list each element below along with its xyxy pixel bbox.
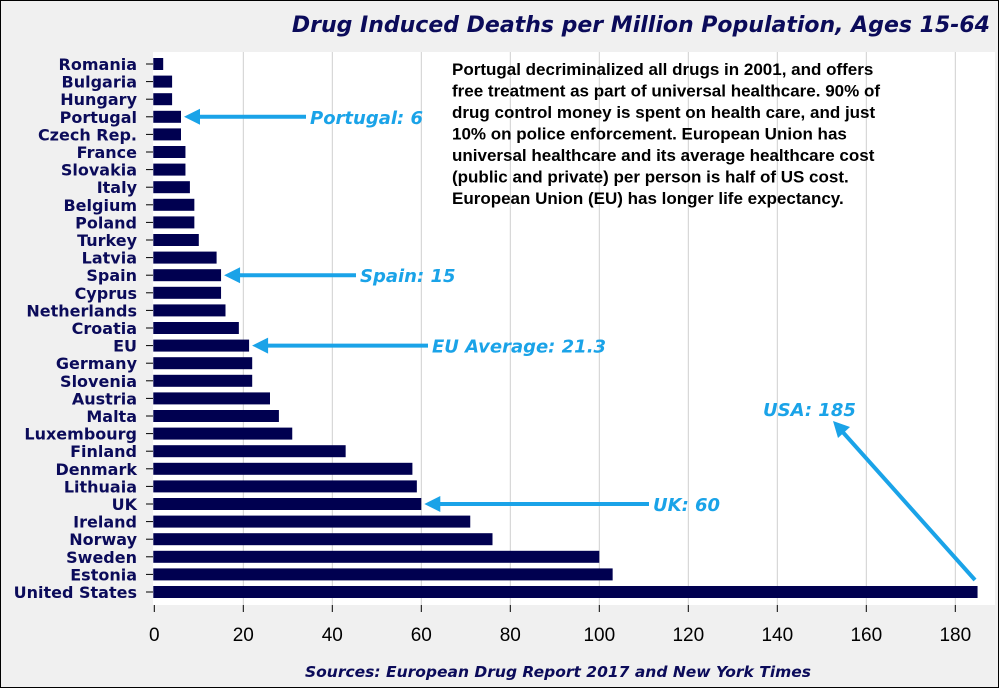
plot-area <box>153 52 995 605</box>
callout-label: USA: 185 <box>763 400 856 421</box>
category-label: Slovenia <box>60 372 137 391</box>
category-label: Norway <box>69 530 137 549</box>
category-label: Belgium <box>63 196 137 215</box>
x-tick-label: 60 <box>411 625 432 646</box>
x-tick-label: 80 <box>500 625 521 646</box>
callout-arrow-head <box>252 337 269 354</box>
annotation-note-line: drug control money is spent on health ca… <box>452 103 876 122</box>
category-label: Lithuaia <box>64 477 137 496</box>
bar <box>153 251 217 264</box>
category-label: Hungary <box>60 90 137 109</box>
bar <box>153 339 250 352</box>
category-label: Luxembourg <box>24 425 137 444</box>
category-label: Slovakia <box>61 161 137 180</box>
x-tick-label: 100 <box>583 625 615 646</box>
bar <box>153 110 181 123</box>
chart-title: Drug Induced Deaths per Million Populati… <box>292 13 990 38</box>
callout-arrow-head <box>424 496 441 512</box>
callout-label: EU Average: 21.3 <box>432 337 606 358</box>
bar <box>153 163 186 176</box>
bar <box>153 286 222 299</box>
bar <box>153 480 417 493</box>
bar <box>153 234 199 246</box>
bar <box>153 58 164 70</box>
callout-arrow-head <box>184 108 200 125</box>
category-label: EU <box>113 337 137 356</box>
bar <box>153 445 346 458</box>
category-label: Portugal <box>60 108 137 127</box>
bar <box>153 304 226 317</box>
bar <box>153 75 173 88</box>
bar <box>153 181 190 194</box>
bar <box>153 198 195 211</box>
category-label: Latvia <box>82 249 137 268</box>
category-label: Bulgaria <box>62 73 138 92</box>
annotation-note-line: universal healthcare and its average hea… <box>452 146 875 165</box>
bar <box>153 568 613 581</box>
bar <box>153 586 978 598</box>
category-label: Germany <box>56 354 138 373</box>
bar <box>153 269 222 282</box>
bar <box>153 462 413 475</box>
bar <box>153 357 253 370</box>
category-label: Romania <box>59 55 137 74</box>
bar <box>153 515 471 528</box>
x-tick-label: 20 <box>233 625 254 646</box>
bar <box>153 392 270 405</box>
chart-source: Sources: European Drug Report 2017 and N… <box>305 663 811 681</box>
callout-label: Portugal: 6 <box>310 108 423 129</box>
bar <box>153 410 279 422</box>
x-tick-label: 140 <box>761 625 793 646</box>
category-label: Denmark <box>55 460 137 479</box>
category-label: Italy <box>97 178 138 197</box>
callout-arrow-head <box>833 421 850 438</box>
bar <box>153 374 253 387</box>
x-tick-label: 120 <box>672 625 704 646</box>
annotation-note-line: European Union (EU) has longer life expe… <box>452 189 844 208</box>
category-label: Estonia <box>70 565 137 584</box>
category-label: Ireland <box>73 513 137 532</box>
category-label: Austria <box>72 389 137 408</box>
bar <box>153 93 173 106</box>
bar <box>153 322 239 334</box>
category-label: Poland <box>75 213 137 232</box>
callout-label: UK: 60 <box>653 495 720 516</box>
category-label: Cyprus <box>75 284 137 303</box>
category-label: Sweden <box>66 548 137 567</box>
bar <box>153 498 422 510</box>
bar <box>153 146 186 158</box>
category-label: Czech Rep. <box>38 125 137 144</box>
category-label: Netherlands <box>26 301 137 320</box>
category-label: Turkey <box>77 231 138 250</box>
annotation-note-line: free treatment as part of universal heal… <box>452 82 880 101</box>
category-label: United States <box>14 583 137 602</box>
category-label: Finland <box>70 442 137 461</box>
category-label: Malta <box>86 407 137 426</box>
category-label: UK <box>112 495 138 514</box>
annotation-note-line: Portugal decriminalized all drugs in 200… <box>452 60 873 79</box>
category-label: Spain <box>86 266 137 285</box>
bar <box>153 128 181 141</box>
x-tick-label: 160 <box>850 625 882 646</box>
x-tick-label: 180 <box>939 625 971 646</box>
annotation-note-line: (public and private) per person is half … <box>452 168 849 187</box>
category-label: France <box>77 143 137 162</box>
callout-arrow-line <box>838 427 977 582</box>
x-tick-label: 40 <box>322 625 343 646</box>
callout-arrow-head <box>224 267 241 284</box>
callout-label: Spain: 15 <box>360 266 456 287</box>
bar <box>153 216 195 229</box>
bar <box>153 533 493 546</box>
x-tick-label: 0 <box>149 625 160 646</box>
annotation-note-line: 10% on police enforcement. European Unio… <box>452 125 847 144</box>
bar <box>153 550 600 563</box>
bar <box>153 427 293 440</box>
category-label: Croatia <box>72 319 137 338</box>
